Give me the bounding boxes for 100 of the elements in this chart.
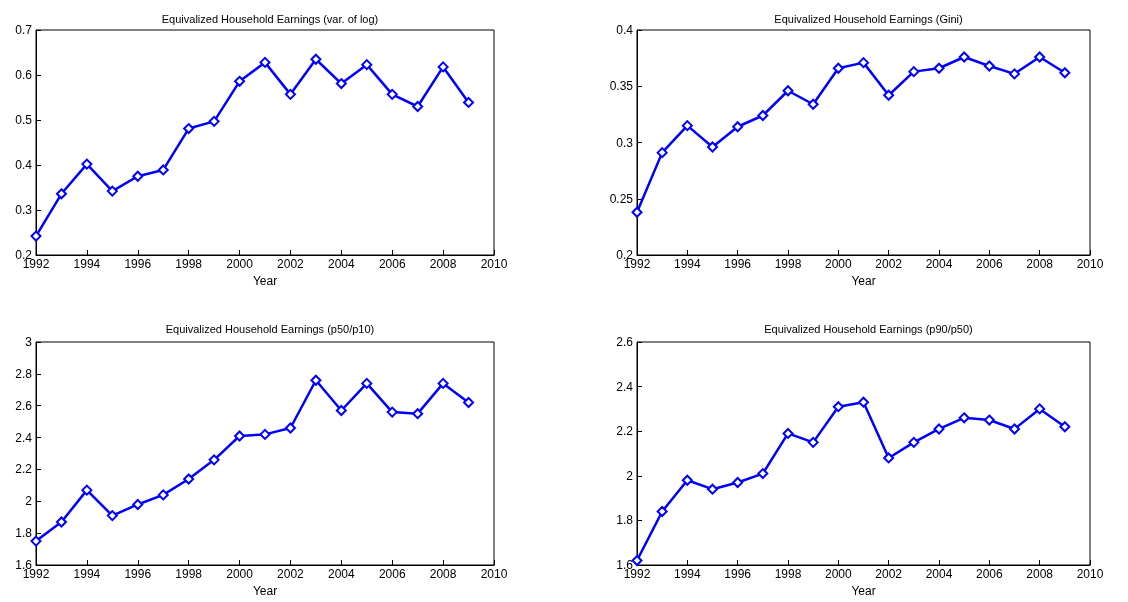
point (55, 188, 67, 200)
x-tick-label: 1996 (724, 257, 752, 271)
point (807, 436, 819, 448)
y-tick-label: 2.6 (616, 335, 634, 349)
y-tick-label: 2.4 (15, 430, 33, 445)
point (656, 147, 668, 159)
x-tick-label: 2002 (875, 257, 903, 271)
x-tick-label: 2000 (226, 567, 254, 581)
point (310, 374, 322, 386)
point (335, 78, 347, 90)
point (1059, 67, 1071, 79)
point (933, 62, 945, 74)
point (157, 489, 169, 501)
y-tick-label: 2 (25, 494, 33, 509)
y-tick-label: 0.35 (609, 79, 634, 94)
x-tick-label: 1996 (724, 567, 752, 581)
x-tick-label: 2006 (975, 257, 1003, 271)
point (656, 505, 668, 517)
y-tick-label: 3 (25, 335, 33, 349)
x-tick-label: 1998 (774, 257, 802, 271)
point (132, 498, 144, 510)
point (234, 430, 246, 442)
point (412, 101, 424, 112)
point (284, 422, 296, 434)
point (858, 396, 869, 408)
point (908, 66, 920, 78)
point (883, 452, 895, 464)
point (631, 206, 643, 218)
point (208, 454, 220, 466)
point (386, 88, 398, 100)
point (933, 423, 945, 435)
point (157, 164, 169, 176)
x-tick-label: 2004 (327, 567, 355, 581)
point (183, 123, 195, 135)
x-axis-title: Year (252, 273, 278, 288)
point (463, 96, 475, 108)
point (361, 377, 373, 389)
x-tick-label: 1998 (175, 567, 203, 581)
x-tick-label: 1994 (673, 257, 701, 271)
point (386, 406, 398, 418)
point (259, 56, 271, 68)
x-tick-label: 2010 (1076, 567, 1104, 581)
point (463, 397, 475, 409)
x-tick-label: 1996 (124, 257, 152, 271)
point (983, 60, 995, 72)
x-tick-label: 2008 (429, 257, 457, 271)
point (732, 121, 744, 133)
point (983, 414, 995, 426)
x-axis-title: Year (252, 583, 278, 598)
y-tick-label: 0.3 (15, 203, 33, 217)
x-tick-label: 2004 (925, 567, 953, 581)
point (1009, 68, 1020, 80)
x-tick-label: 2002 (277, 567, 305, 581)
point (234, 75, 246, 87)
x-tick-label: 1996 (124, 567, 152, 581)
chart-title: Equivalized Household Earnings (var. of log) (161, 12, 379, 25)
y-tick-label: 2 (626, 468, 634, 483)
point (1034, 403, 1046, 415)
x-tick-label: 2000 (824, 567, 852, 581)
chart-title: Equivalized Household Earnings (p50/p10) (165, 322, 375, 335)
point (437, 61, 449, 73)
x-tick-label: 2002 (277, 257, 305, 271)
point (707, 483, 718, 495)
point (681, 120, 693, 132)
point (883, 89, 895, 101)
point (707, 141, 718, 153)
y-tick-label: 2.2 (15, 462, 33, 477)
y-tick-label: 0.7 (15, 23, 33, 37)
y-tick-label: 2.4 (616, 379, 634, 394)
y-tick-label: 0.4 (616, 23, 634, 37)
point (208, 115, 220, 127)
point (958, 51, 970, 63)
point (757, 110, 769, 121)
x-tick-label: 1994 (673, 567, 701, 581)
point (335, 404, 347, 416)
point (1009, 423, 1020, 435)
point (958, 412, 970, 424)
point (908, 436, 920, 448)
point (259, 428, 271, 440)
point (106, 510, 118, 522)
point (81, 158, 93, 170)
point (106, 185, 118, 197)
x-tick-label: 2000 (226, 257, 254, 271)
x-tick-label: 2006 (378, 567, 406, 581)
point (732, 476, 744, 488)
y-tick-label: 0.6 (15, 68, 33, 82)
point (832, 62, 844, 74)
point (832, 401, 844, 413)
point (1034, 51, 1046, 63)
x-tick-label: 2008 (1026, 567, 1054, 581)
point (310, 53, 322, 65)
x-tick-label: 2008 (429, 567, 457, 581)
point (681, 474, 693, 486)
y-tick-label: 1.8 (616, 513, 634, 528)
point (807, 98, 819, 110)
x-tick-label: 2008 (1026, 257, 1054, 271)
y-tick-label: 0.25 (609, 191, 634, 206)
x-tick-label: 2004 (925, 257, 953, 271)
point (1059, 421, 1071, 433)
point (437, 377, 449, 389)
